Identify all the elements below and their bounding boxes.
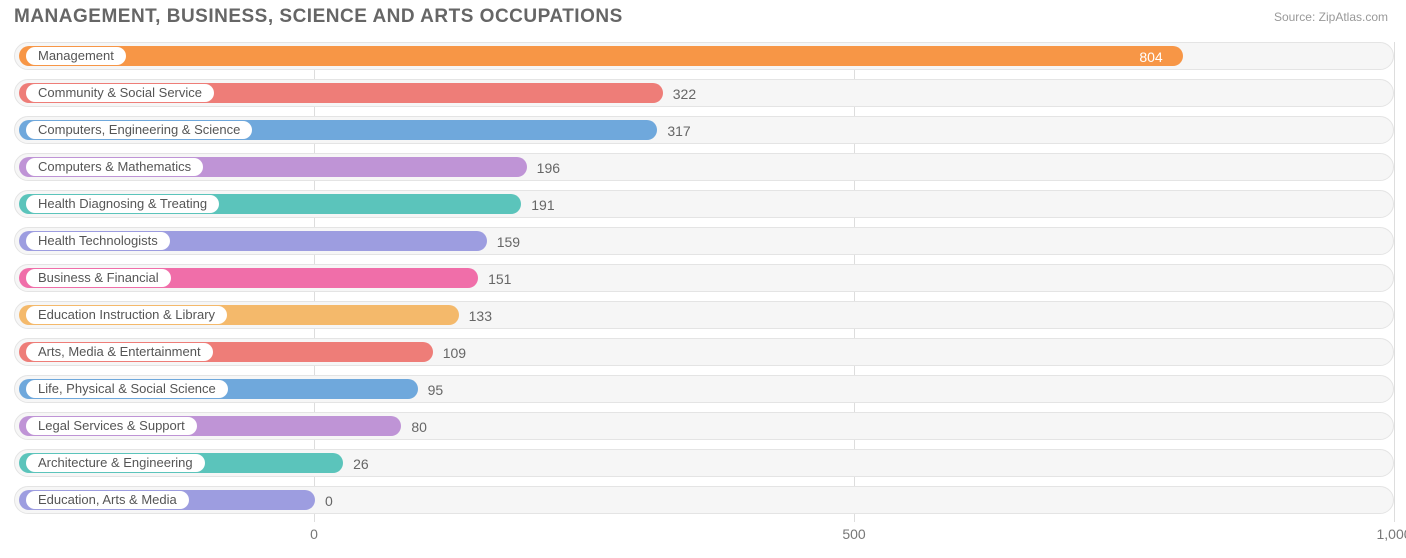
bar-track: Computers, Engineering & Science 317 — [14, 116, 1394, 144]
bar-category-label: Education, Arts & Media — [26, 491, 189, 509]
bar-track: Health Diagnosing & Treating 191 — [14, 190, 1394, 218]
gridline — [1394, 42, 1395, 522]
bar-category-label: Health Diagnosing & Treating — [26, 195, 219, 213]
x-axis-tick: 1,000 — [1376, 526, 1406, 542]
x-axis: 05001,000 — [14, 522, 1394, 550]
bar-value-label: 804 — [1139, 43, 1162, 71]
bar-fill — [19, 46, 1183, 66]
chart-container: MANAGEMENT, BUSINESS, SCIENCE AND ARTS O… — [0, 0, 1406, 558]
bar-category-label: Computers & Mathematics — [26, 158, 203, 176]
bar-category-label: Life, Physical & Social Science — [26, 380, 228, 398]
bar-category-label: Health Technologists — [26, 232, 170, 250]
bar-track: Business & Financial 151 — [14, 264, 1394, 292]
bar-category-label: Business & Financial — [26, 269, 171, 287]
bar-value-label: 95 — [428, 376, 444, 404]
bar-category-label: Computers, Engineering & Science — [26, 121, 252, 139]
bar-track: Management 804 — [14, 42, 1394, 70]
plot-area: Management 804 Community & Social Service 3… — [14, 42, 1394, 522]
bar-value-label: 133 — [469, 302, 492, 330]
bar-track: Arts, Media & Entertainment 109 — [14, 338, 1394, 366]
bar-value-label: 80 — [411, 413, 427, 441]
bar-track: Education, Arts & Media 0 — [14, 486, 1394, 514]
bar-category-label: Community & Social Service — [26, 84, 214, 102]
x-axis-tick: 0 — [310, 526, 318, 542]
bar-category-label: Legal Services & Support — [26, 417, 197, 435]
chart-title: MANAGEMENT, BUSINESS, SCIENCE AND ARTS O… — [14, 6, 1396, 28]
bar-value-label: 0 — [325, 487, 333, 515]
bar-value-label: 109 — [443, 339, 466, 367]
bar-category-label: Arts, Media & Entertainment — [26, 343, 213, 361]
bar-value-label: 191 — [531, 191, 554, 219]
bar-track: Education Instruction & Library 133 — [14, 301, 1394, 329]
bar-track: Legal Services & Support 80 — [14, 412, 1394, 440]
source-attribution: Source: ZipAtlas.com — [1274, 10, 1388, 24]
bar-category-label: Management — [26, 47, 126, 65]
bar-value-label: 322 — [673, 80, 696, 108]
bar-category-label: Education Instruction & Library — [26, 306, 227, 324]
x-axis-tick: 500 — [842, 526, 865, 542]
bar-track: Computers & Mathematics 196 — [14, 153, 1394, 181]
bar-value-label: 151 — [488, 265, 511, 293]
bar-track: Community & Social Service 322 — [14, 79, 1394, 107]
bar-track: Health Technologists 159 — [14, 227, 1394, 255]
bar-value-label: 26 — [353, 450, 369, 478]
bar-track: Life, Physical & Social Science 95 — [14, 375, 1394, 403]
bar-value-label: 317 — [667, 117, 690, 145]
bar-track: Architecture & Engineering 26 — [14, 449, 1394, 477]
bar-value-label: 159 — [497, 228, 520, 256]
bar-category-label: Architecture & Engineering — [26, 454, 205, 472]
bar-value-label: 196 — [537, 154, 560, 182]
